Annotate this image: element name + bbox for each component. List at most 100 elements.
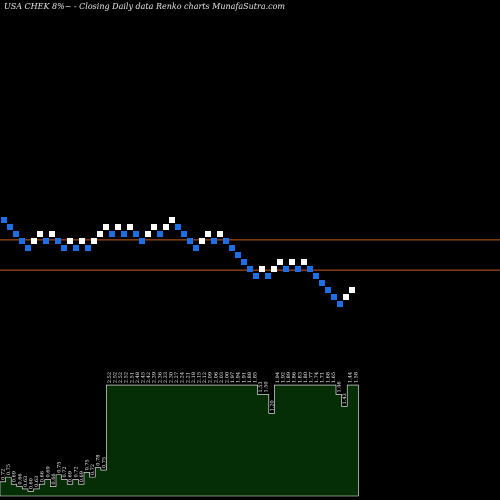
down-brick: [13, 231, 19, 237]
chart-title: USA CHEK 8%~ - Closing Daily data Renko …: [4, 2, 286, 11]
down-brick: [43, 238, 49, 244]
up-brick: [115, 224, 121, 230]
volume-label: 0.75: [85, 459, 91, 470]
volume-label: 1.94: [236, 372, 242, 383]
volume-label: 2.24: [180, 372, 186, 383]
up-brick: [97, 231, 103, 237]
up-brick: [217, 231, 223, 237]
volume-label: 2.27: [174, 372, 180, 383]
up-brick: [199, 238, 205, 244]
up-brick: [91, 238, 97, 244]
down-brick: [265, 273, 271, 279]
down-brick: [247, 266, 253, 272]
volume-label: 2.36: [157, 372, 163, 383]
volume-label: 2.18: [191, 372, 197, 383]
up-brick: [79, 238, 85, 244]
down-brick: [157, 231, 163, 237]
up-brick: [67, 238, 73, 244]
volume-label: 2.45: [141, 372, 147, 383]
volume-label: 1.97: [230, 372, 236, 383]
volume-label: 1.92: [281, 372, 287, 383]
volume-label: 0.72: [1, 469, 7, 480]
up-brick: [151, 224, 157, 230]
renko-bricks: [1, 217, 355, 307]
volume-label: 1.71: [320, 372, 326, 383]
volume-label: 2.51: [129, 372, 135, 383]
volume-label: 1.44: [348, 372, 354, 383]
down-brick: [295, 266, 301, 272]
volume-label: 1.50: [264, 381, 270, 392]
volume-label: 0.72: [62, 466, 68, 477]
volume-label: 2.15: [197, 372, 203, 383]
down-brick: [175, 224, 181, 230]
up-brick: [301, 259, 307, 265]
volume-label: 2.42: [146, 372, 152, 383]
volume-label: 1.86: [292, 372, 298, 383]
volume-label: 0.75: [57, 462, 63, 473]
down-brick: [211, 238, 217, 244]
down-brick: [61, 245, 67, 251]
down-brick: [7, 224, 13, 230]
down-brick: [133, 231, 139, 237]
volume-label: 1.58: [353, 372, 359, 383]
volume-label: 0.69: [12, 471, 18, 482]
volume-label: 1.91: [241, 372, 247, 383]
volume-label: 2.12: [202, 372, 208, 383]
volume-label: 0.78: [96, 455, 102, 466]
volume-label: 2.21: [185, 372, 191, 383]
reference-lines: [0, 239, 500, 271]
volume-label: 2.52: [124, 372, 130, 383]
up-brick: [277, 259, 283, 265]
volume-label: 2.30: [169, 372, 175, 383]
up-brick: [205, 231, 211, 237]
down-brick: [121, 231, 127, 237]
down-brick: [193, 245, 199, 251]
up-brick: [271, 266, 277, 272]
down-brick: [337, 301, 343, 307]
volume-label: 1.77: [309, 372, 315, 383]
down-brick: [73, 245, 79, 251]
volume-label: 0.66: [40, 471, 46, 482]
down-brick: [283, 266, 289, 272]
volume-label: 1.68: [325, 372, 331, 383]
volume-label: 2.48: [135, 372, 141, 383]
volume-area: [0, 384, 359, 497]
up-brick: [127, 224, 133, 230]
volume-label: 1.43: [342, 393, 348, 404]
down-brick: [181, 231, 187, 237]
volume-label: 0.75: [101, 457, 107, 468]
up-brick: [103, 224, 109, 230]
volume-label: 1.20: [269, 400, 275, 411]
volume-label: 1.80: [303, 372, 309, 383]
volume-label: 0.69: [79, 471, 85, 482]
volume-label: 2.52: [113, 372, 119, 383]
down-brick: [229, 245, 235, 251]
up-brick: [49, 231, 55, 237]
up-brick: [163, 224, 169, 230]
volume-label: 2.33: [163, 372, 169, 383]
down-brick: [187, 238, 193, 244]
volume-label: 1.83: [297, 372, 303, 383]
volume-label: 0.69: [45, 466, 51, 477]
down-brick: [307, 266, 313, 272]
down-brick: [19, 238, 25, 244]
volume-label: 0.72: [73, 466, 79, 477]
volume-label: 1.94: [275, 372, 281, 383]
down-brick: [25, 245, 31, 251]
volume-label: 0.69: [68, 471, 74, 482]
volume-panel: 0.72 0.750.69 0.66 0.63 0.60 0.63 0.66 0.690.66…: [0, 372, 359, 497]
volume-label: 2.52: [107, 372, 113, 383]
volume-label: 2.52: [118, 372, 124, 383]
up-brick: [289, 259, 295, 265]
down-brick: [55, 238, 61, 244]
volume-label: 1.46: [337, 381, 343, 392]
up-brick: [169, 217, 175, 223]
volume-label: 0.66: [17, 473, 23, 484]
down-brick: [319, 280, 325, 286]
volume-label: 2.00: [225, 372, 231, 383]
volume-label: 1.89: [286, 372, 292, 383]
up-brick: [259, 266, 265, 272]
up-brick: [145, 231, 151, 237]
down-brick: [1, 217, 7, 223]
